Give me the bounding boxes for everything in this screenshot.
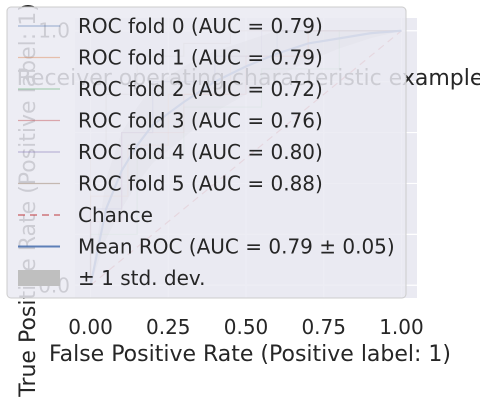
legend-label-3: ROC fold 3 (AUC = 0.76) [78,109,323,133]
x-tick-label-2: 0.50 [224,315,269,339]
x-axis-label: False Positive Rate (Positive label: 1) [49,342,451,367]
legend-label-7: Mean ROC (AUC = 0.79 ± 0.05) [78,235,395,259]
x-tick-labels: 0.00 0.25 0.50 0.75 1.00 [68,315,423,339]
legend-label-8: ± 1 std. dev. [78,266,206,290]
x-tick-label-3: 0.75 [301,315,346,339]
x-tick-label-0: 0.00 [68,315,113,339]
legend: ROC fold 0 (AUC = 0.79) ROC fold 1 (AUC =… [6,6,407,299]
legend-items: ROC fold 0 (AUC = 0.79) ROC fold 1 (AUC =… [18,14,395,290]
x-tick-label-4: 1.00 [379,315,424,339]
legend-label-1: ROC fold 1 (AUC = 0.79) [78,46,323,70]
legend-label-5: ROC fold 5 (AUC = 0.88) [78,172,323,196]
legend-label-6: Chance [78,203,153,227]
legend-label-4: ROC fold 4 (AUC = 0.80) [78,140,323,164]
legend-label-2: ROC fold 2 (AUC = 0.72) [78,77,323,101]
legend-label-0: ROC fold 0 (AUC = 0.79) [78,14,323,38]
legend-box [6,6,407,299]
legend-swatch-band [18,270,60,286]
x-tick-label-1: 0.25 [146,315,191,339]
